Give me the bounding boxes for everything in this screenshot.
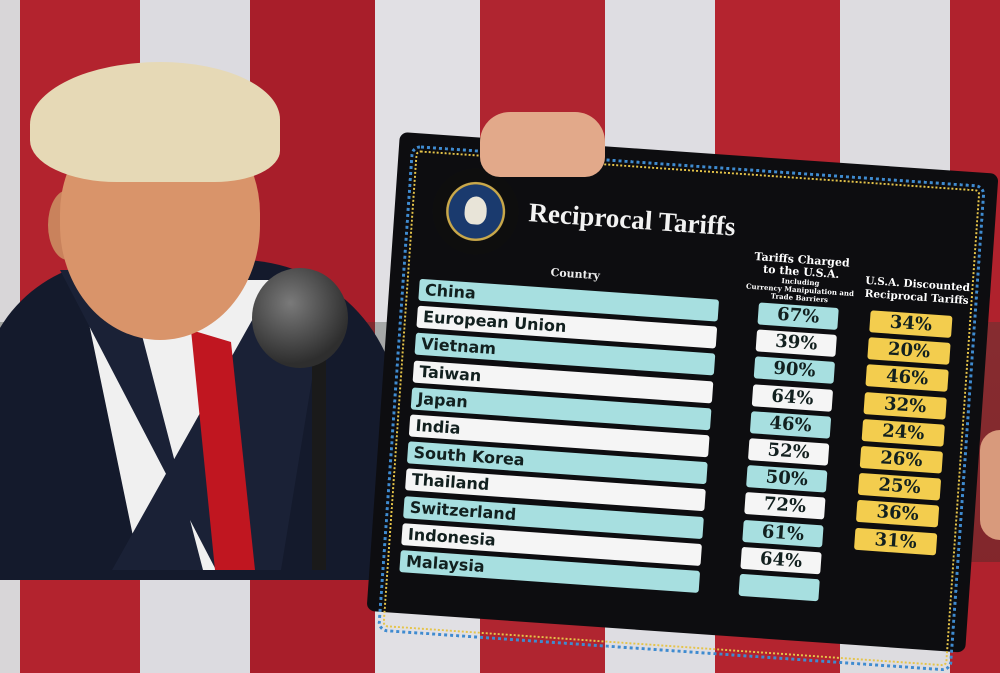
microphone-stand	[312, 300, 326, 570]
hand-holding-board-right	[980, 430, 1000, 540]
tariff-board: Reciprocal Tariffs Country Tariffs Charg…	[366, 132, 999, 672]
header-charged: Tariffs Charged to the U.S.A. Including …	[744, 250, 857, 307]
eagle-icon	[463, 195, 488, 226]
microphone	[252, 268, 348, 368]
person-hair	[30, 62, 280, 182]
hand-holding-board	[480, 112, 605, 177]
